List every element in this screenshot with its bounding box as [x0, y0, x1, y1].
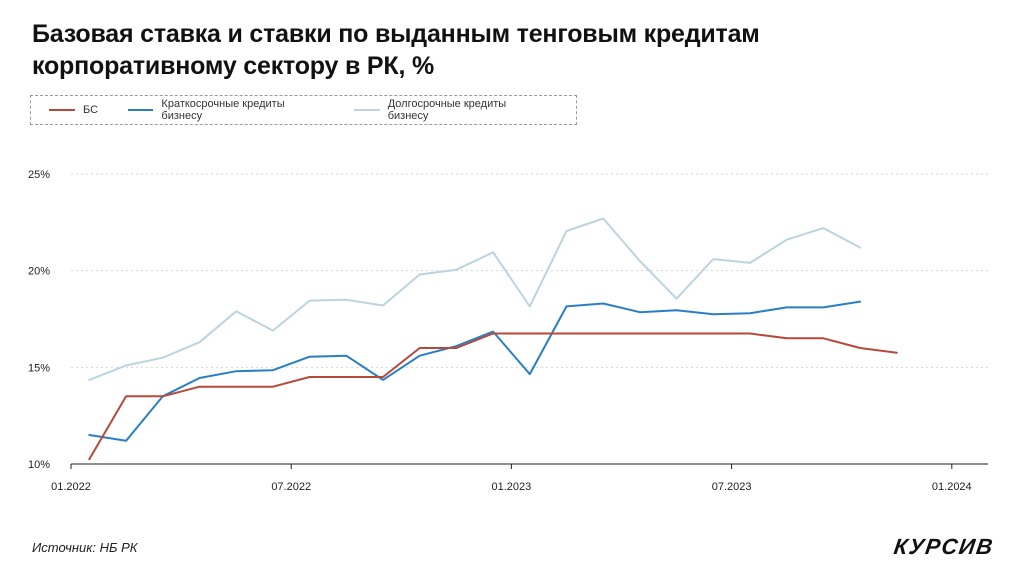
series-layer	[88, 217, 898, 461]
grid-layer	[71, 173, 988, 368]
x-tick-label: 07.2023	[712, 481, 752, 493]
y-tick-label: 10%	[28, 459, 50, 471]
x-tick-label: 01.2024	[932, 481, 972, 493]
kursiv-logo: КУРСИВ	[892, 534, 996, 559]
x-tick-label: 01.2023	[492, 481, 532, 493]
y-tick-label: 15%	[28, 362, 50, 374]
x-tick-label: 07.2022	[271, 481, 311, 493]
legend-swatch-long-term	[354, 109, 380, 111]
legend-item-short-term: Краткосрочные кредиты бизнесу	[128, 98, 324, 122]
legend-swatch-bs	[49, 109, 75, 111]
source-note: Источник: НБ РК	[32, 540, 138, 555]
legend-swatch-short-term	[128, 109, 154, 111]
series-line-2	[88, 217, 862, 381]
axis-layer: 10% 15% 20% 25% 01.2022 07.2022 01.2023 07.2023…	[28, 169, 988, 493]
series-line-1	[88, 300, 862, 442]
legend-item-long-term: Долгосрочные кредиты бизнесу	[354, 98, 546, 122]
x-tick-label: 01.2022	[51, 481, 91, 493]
series-line-0	[88, 332, 898, 461]
legend-label-short-term: Краткосрочные кредиты бизнесу	[161, 98, 285, 122]
chart-legend: БС Краткосрочные кредиты бизнесу Долгоср…	[30, 95, 577, 125]
y-tick-label: 20%	[28, 266, 50, 278]
legend-label-long-term: Долгосрочные кредиты бизнесу	[387, 98, 507, 122]
chart-title: Базовая ставка и ставки по выданным тенг…	[32, 20, 760, 80]
y-tick-label: 25%	[28, 169, 50, 181]
legend-item-bs: БС	[49, 104, 98, 116]
legend-label-bs: БС	[83, 104, 99, 116]
